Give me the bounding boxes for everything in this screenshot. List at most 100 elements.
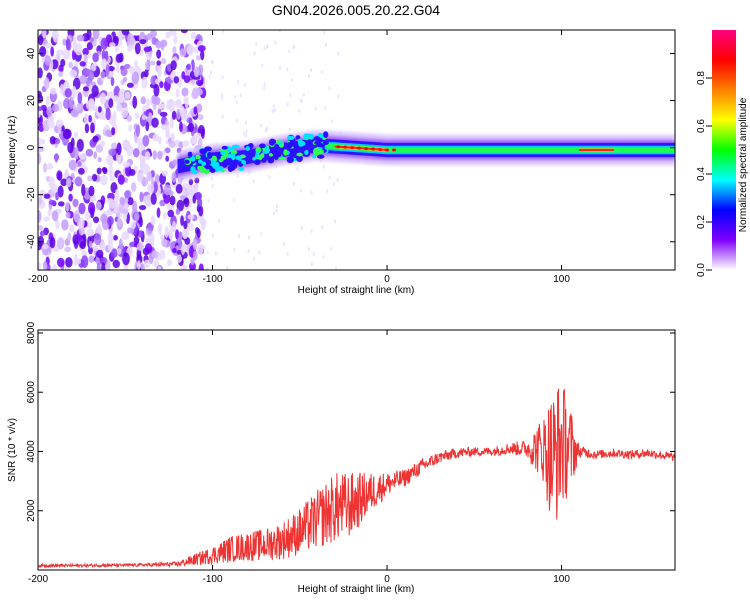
spectrogram-noise-cell — [157, 136, 162, 145]
spectrogram-noise-cell — [67, 232, 72, 241]
spectrogram-noise-cell — [183, 97, 188, 105]
spectrogram-noise-cell — [195, 132, 202, 139]
ridge-blob — [230, 150, 238, 155]
ridge-blob — [289, 148, 295, 153]
spectrogram-noise-cell — [308, 74, 311, 79]
spectrogram-noise-cell — [120, 102, 128, 109]
spectrogram-noise-cell — [253, 256, 256, 261]
ridge-blob — [190, 157, 196, 162]
spectrogram-noise-cell — [126, 114, 132, 123]
spectrogram-noise-cell — [134, 60, 138, 68]
spectrogram-noise-cell — [150, 176, 155, 186]
spectrogram-noise-cell — [167, 209, 175, 218]
ridge-hot-dot — [350, 146, 355, 150]
spectrogram-noise-cell — [239, 93, 242, 98]
ridge-blob — [187, 151, 193, 158]
spectrogram-noise-cell — [130, 182, 137, 192]
spectrogram-noise-cell — [148, 112, 153, 120]
spectrogram-noise-cell — [96, 167, 102, 175]
ridge-blob — [201, 161, 207, 167]
spectrogram-noise-cell — [84, 211, 91, 221]
spectrogram-noise-cell — [38, 67, 43, 79]
spectrogram-noise-cell — [263, 86, 266, 91]
ridge-blob — [303, 133, 309, 140]
spectrogram-noise-cell — [160, 42, 165, 51]
spectrogram-noise-cell — [46, 106, 53, 118]
spectrogram-noise-cell — [97, 156, 102, 163]
spectrogram-noise-cell — [320, 69, 323, 74]
spectrogram-noise-cell — [189, 261, 196, 270]
spectrogram-noise-cell — [235, 100, 238, 105]
spectrogram-noise-cell — [190, 31, 197, 40]
spectrogram-noise-cell — [252, 178, 255, 183]
spectrogram-noise-cell — [159, 81, 164, 89]
spectrogram-noise-cell — [165, 155, 170, 162]
x-tick-label: -100 — [203, 574, 223, 585]
spectrogram-noise-cell — [64, 168, 69, 179]
spectrogram-noise-cell — [336, 178, 339, 183]
spectrogram-noise-cell — [140, 263, 145, 270]
spectrogram-noise-cell — [56, 49, 64, 56]
spectrogram-noise-cell — [55, 191, 59, 201]
spectrogram-noise-cell — [153, 260, 160, 268]
spectrogram-noise-cell — [101, 262, 106, 270]
spectrogram-noise-cell — [136, 260, 141, 270]
spectrogram-noise-cell — [119, 196, 125, 205]
spectrogram-noise-cell — [88, 246, 93, 255]
spectrogram-noise-cell — [74, 146, 79, 160]
spectrogram-noise-cell — [166, 259, 172, 266]
spectrogram-noise-cell — [334, 219, 337, 224]
spectrogram-noise-cell — [135, 124, 141, 137]
spectrogram-noise-cell — [118, 88, 126, 102]
spectrogram-noise-cell — [109, 175, 115, 182]
spectrogram-noise-cell — [110, 77, 115, 87]
spectrogram-noise-cell — [96, 262, 101, 270]
spectrogram-noise-cell — [164, 225, 169, 238]
spectrogram-noise-cell — [159, 111, 168, 117]
spectrogram-noise-cell — [172, 247, 177, 254]
spectrogram-noise-cell — [92, 52, 99, 63]
spectrogram-noise-cell — [44, 43, 52, 49]
spectrogram-noise-cell — [62, 38, 67, 46]
spectrogram-noise-cell — [196, 79, 204, 86]
spectrogram-noise-cell — [92, 245, 99, 252]
spectrogram-noise-cell — [113, 35, 119, 44]
spectrogram-noise-cell — [88, 115, 92, 123]
colorbar-tick-label: 0.0 — [696, 263, 707, 277]
spectrogram-noise-cell — [100, 213, 108, 224]
spectrogram-noise-cell — [74, 176, 83, 187]
spectrogram-noise-cell — [150, 215, 156, 226]
ridge-blob — [235, 155, 242, 161]
spectrogram-noise-cell — [88, 255, 95, 263]
x-tick-label: 0 — [384, 274, 390, 285]
ridge-blob — [317, 143, 326, 148]
spectrogram-noise-cell — [321, 225, 324, 230]
ridge-blob — [231, 144, 240, 149]
spectrogram-noise-cell — [60, 58, 66, 67]
spectrogram-noise-cell — [208, 74, 211, 79]
spectrogram-noise-cell — [324, 42, 327, 47]
spectrogram-noise-cell — [261, 63, 264, 68]
spectrogram-noise-cell — [155, 173, 160, 185]
spectrogram-noise-cell — [105, 260, 111, 270]
spectrogram-noise-cell — [173, 35, 178, 44]
ridge-blob — [296, 152, 303, 157]
spectrogram-noise-cell — [332, 182, 335, 187]
spectrogram-noise-cell — [141, 114, 147, 121]
spectrogram-noise-cell — [87, 69, 95, 82]
spectrogram-noise-cell — [41, 138, 46, 145]
spectrogram-noise-cell — [193, 66, 200, 78]
ridge-blob — [217, 166, 224, 172]
spectrogram-noise-cell — [168, 229, 174, 240]
spectrogram-noise-cell — [237, 234, 240, 239]
ridge-blob — [276, 139, 281, 144]
spectrogram-noise-cell — [41, 244, 49, 250]
spectrogram-noise-cell — [151, 117, 159, 128]
ridge-hot-dot — [357, 146, 362, 150]
spectrogram-noise-cell — [111, 248, 118, 259]
spectrogram-noise-cell — [58, 71, 63, 78]
ridge-blob — [267, 156, 275, 164]
spectrogram-noise-cell — [120, 208, 129, 214]
spectrogram-noise-cell — [186, 64, 191, 71]
spectrogram-noise-cell — [272, 211, 275, 216]
